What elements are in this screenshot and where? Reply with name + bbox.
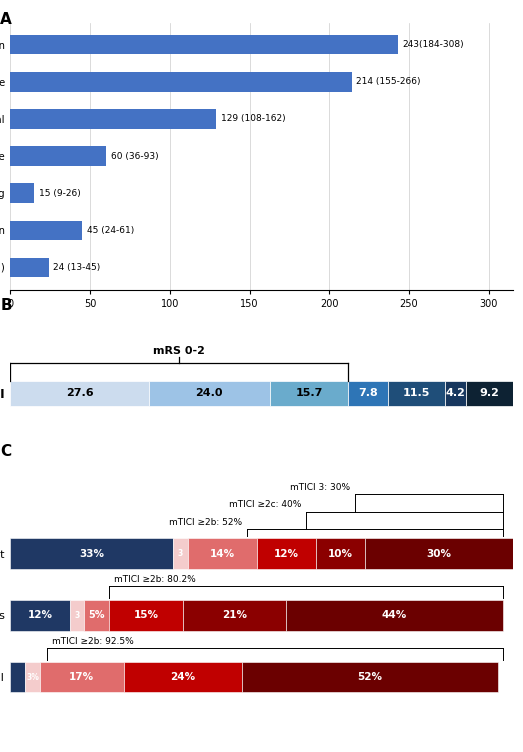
- Text: 27.6: 27.6: [66, 389, 94, 399]
- Legend: 0, 1, 2, 3, 4, 5, 6: 0, 1, 2, 3, 4, 5, 6: [171, 515, 352, 533]
- Text: 10%: 10%: [328, 549, 353, 559]
- Bar: [109, 600, 183, 631]
- Text: 3: 3: [178, 549, 183, 558]
- Text: 7.8: 7.8: [358, 389, 378, 399]
- Text: 214 (155-266): 214 (155-266): [356, 77, 421, 86]
- Text: 33%: 33%: [79, 549, 104, 559]
- Bar: [348, 381, 388, 406]
- Text: 60 (36-93): 60 (36-93): [111, 152, 158, 160]
- Text: 15%: 15%: [133, 611, 158, 620]
- Text: 21%: 21%: [222, 611, 247, 620]
- Text: mTICI ≥2c: 40%: mTICI ≥2c: 40%: [229, 500, 301, 509]
- Bar: [10, 381, 149, 406]
- Bar: [10, 72, 351, 92]
- Text: 243(184-308): 243(184-308): [403, 41, 464, 50]
- Text: 44%: 44%: [382, 611, 407, 620]
- Text: 12%: 12%: [28, 611, 52, 620]
- Text: C: C: [1, 444, 12, 459]
- Text: 24.0: 24.0: [196, 389, 223, 399]
- Bar: [10, 220, 82, 240]
- Text: 15.7: 15.7: [295, 389, 323, 399]
- Text: 30%: 30%: [426, 549, 451, 559]
- Bar: [183, 600, 286, 631]
- Bar: [10, 147, 106, 165]
- Text: 9.2: 9.2: [480, 389, 499, 399]
- Bar: [123, 662, 242, 693]
- Bar: [445, 381, 467, 406]
- Bar: [365, 538, 513, 569]
- Bar: [10, 258, 49, 277]
- Bar: [84, 600, 109, 631]
- Bar: [257, 538, 316, 569]
- Text: mTICI ≥2b: 80.2%: mTICI ≥2b: 80.2%: [114, 575, 196, 584]
- Text: 52%: 52%: [357, 672, 382, 682]
- Bar: [269, 381, 348, 406]
- Bar: [286, 600, 503, 631]
- Text: B: B: [1, 298, 12, 313]
- Bar: [173, 538, 188, 569]
- Text: 12%: 12%: [274, 549, 299, 559]
- Text: 45 (24-61): 45 (24-61): [87, 226, 134, 235]
- Text: 3%: 3%: [26, 672, 39, 681]
- Bar: [242, 662, 498, 693]
- Text: 24%: 24%: [170, 672, 195, 682]
- Bar: [388, 381, 445, 406]
- Text: mTICI ≥2b: 52%: mTICI ≥2b: 52%: [169, 517, 242, 526]
- Text: 4.2: 4.2: [446, 389, 466, 399]
- Text: 15 (9-26): 15 (9-26): [39, 189, 81, 198]
- Bar: [10, 538, 173, 569]
- Text: 14%: 14%: [210, 549, 235, 559]
- Bar: [70, 600, 84, 631]
- Text: 129 (108-162): 129 (108-162): [221, 114, 286, 123]
- Bar: [10, 35, 398, 54]
- Bar: [10, 109, 216, 129]
- Text: 3: 3: [74, 611, 79, 620]
- Text: mTICI ≥2b: 92.5%: mTICI ≥2b: 92.5%: [52, 636, 134, 645]
- Bar: [10, 183, 35, 203]
- Bar: [188, 538, 257, 569]
- Text: A: A: [1, 12, 12, 27]
- Text: 17%: 17%: [69, 672, 94, 682]
- Bar: [40, 662, 123, 693]
- Text: 5%: 5%: [88, 611, 105, 620]
- Bar: [467, 381, 513, 406]
- Text: 24 (13-45): 24 (13-45): [53, 262, 101, 271]
- Bar: [316, 538, 365, 569]
- Text: mTICI 3: 30%: mTICI 3: 30%: [290, 483, 350, 492]
- Bar: [10, 600, 70, 631]
- Bar: [149, 381, 269, 406]
- Text: mRS 0-2: mRS 0-2: [153, 345, 206, 356]
- Text: 11.5: 11.5: [403, 389, 430, 399]
- Bar: [10, 662, 25, 693]
- Bar: [25, 662, 40, 693]
